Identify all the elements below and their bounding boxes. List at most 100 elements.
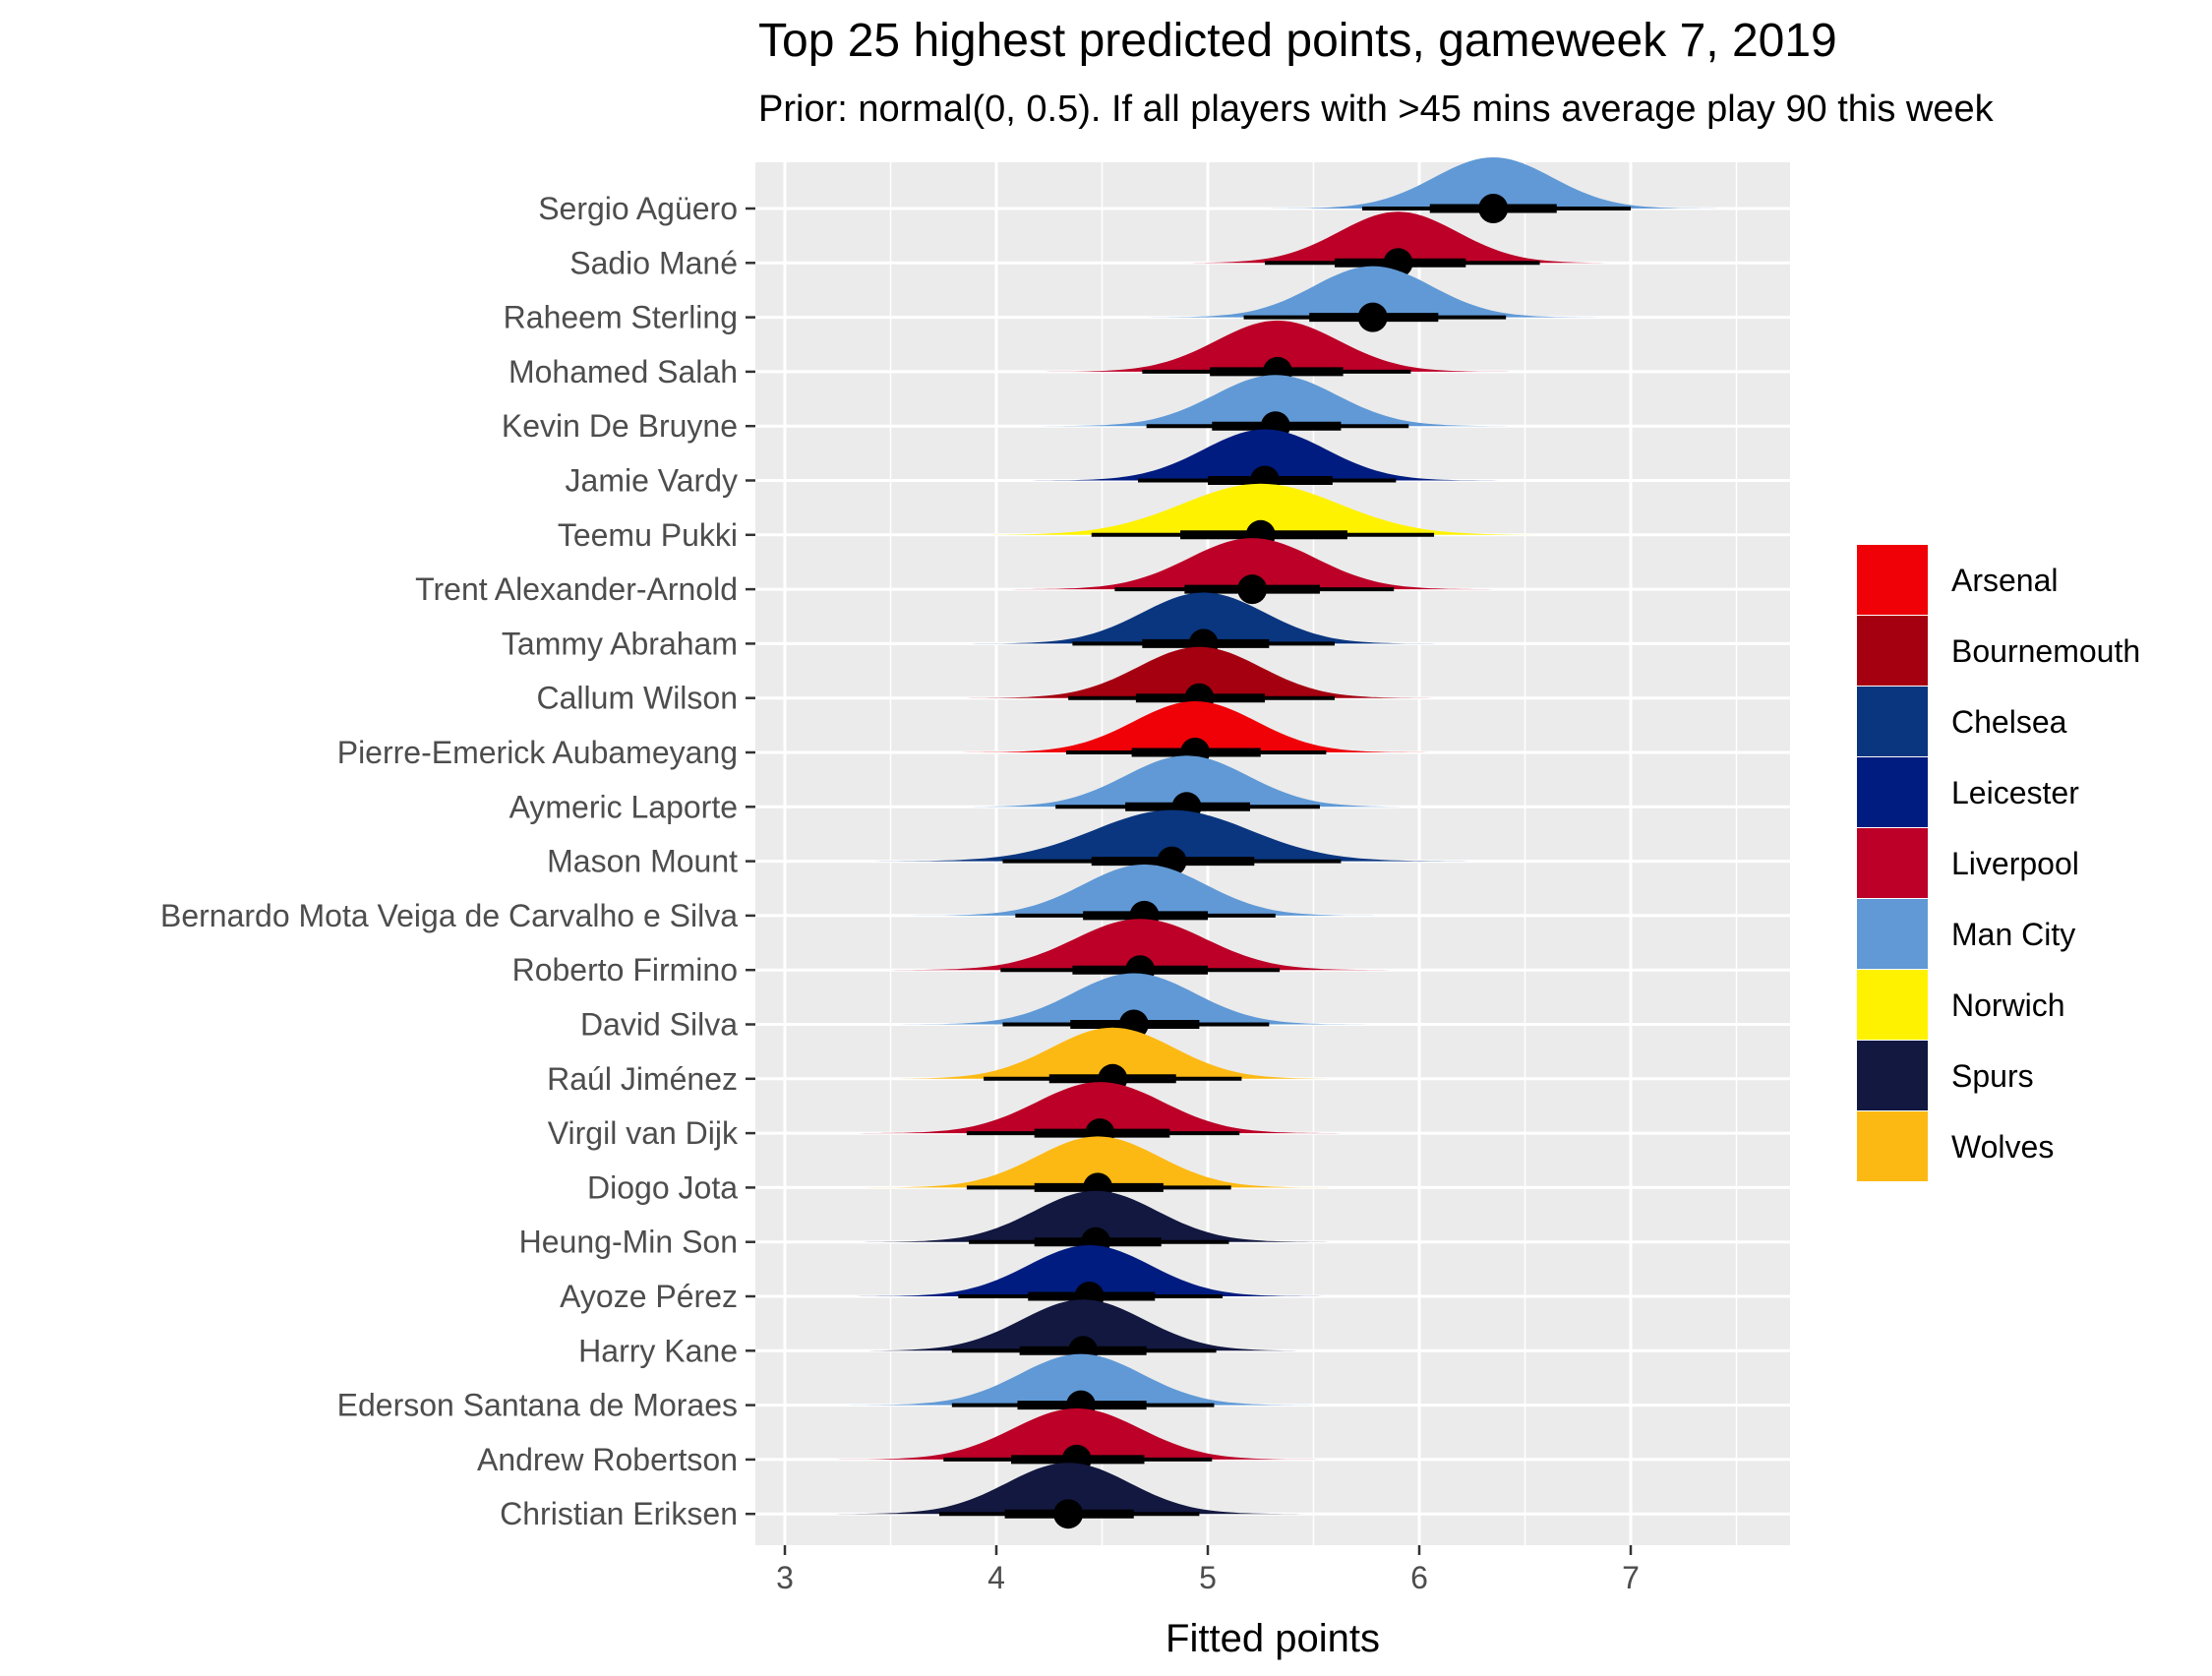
y-tick-label: Virgil van Dijk bbox=[548, 1115, 739, 1151]
median-point bbox=[1478, 194, 1509, 223]
y-tick-label: Sadio Mané bbox=[569, 245, 738, 280]
density-slab bbox=[835, 1353, 1327, 1406]
legend-label: Wolves bbox=[1951, 1129, 2054, 1165]
chart-title: Top 25 highest predicted points, gamewee… bbox=[758, 15, 1837, 67]
density-slab bbox=[852, 1136, 1344, 1188]
density-slab bbox=[1135, 266, 1610, 318]
player-eye bbox=[899, 864, 1390, 930]
density-slab bbox=[1161, 211, 1636, 264]
legend-swatch bbox=[1857, 616, 1928, 686]
y-tick-label: Christian Eriksen bbox=[500, 1496, 738, 1531]
y-tick-label: Jamie Vardy bbox=[566, 463, 738, 499]
legend-swatch bbox=[1857, 757, 1928, 827]
legend-item: Bournemouth bbox=[1857, 616, 2140, 686]
density-slab bbox=[941, 755, 1432, 808]
legend-item: Arsenal bbox=[1857, 545, 2059, 615]
density-slab bbox=[954, 646, 1445, 698]
y-tick-label: Heung-Min Son bbox=[519, 1225, 738, 1260]
legend-label: Man City bbox=[1951, 917, 2075, 952]
x-tick-label: 4 bbox=[987, 1560, 1005, 1595]
player-eye bbox=[1256, 157, 1730, 223]
y-tick-label: David Silva bbox=[580, 1007, 738, 1043]
legend-label: Liverpool bbox=[1951, 846, 2079, 881]
distribution-layer bbox=[822, 157, 1730, 1529]
y-tick-label: Aymeric Laporte bbox=[509, 789, 738, 824]
legend-swatch bbox=[1857, 899, 1928, 969]
player-eye bbox=[835, 1353, 1327, 1420]
y-tick-label: Mohamed Salah bbox=[508, 354, 738, 389]
y-tick-label: Trent Alexander-Arnold bbox=[415, 571, 738, 607]
y-tick-label: Diogo Jota bbox=[587, 1169, 738, 1205]
player-eye bbox=[1135, 266, 1610, 332]
x-tick-label: 5 bbox=[1199, 1560, 1217, 1595]
legend-swatch bbox=[1857, 687, 1928, 756]
legend-label: Bournemouth bbox=[1951, 633, 2140, 669]
y-tick-label: Andrew Robertson bbox=[477, 1442, 738, 1477]
y-tick-label: Harry Kane bbox=[578, 1333, 738, 1368]
y-tick-label: Mason Mount bbox=[547, 844, 738, 879]
y-tick-label: Bernardo Mota Veiga de Carvalho e Silva bbox=[160, 898, 738, 933]
legend-swatch bbox=[1857, 970, 1928, 1040]
y-tick-label: Raheem Sterling bbox=[504, 300, 738, 335]
density-slab bbox=[888, 973, 1380, 1025]
y-tick-label: Pierre-Emerick Aubameyang bbox=[337, 735, 738, 770]
density-slab bbox=[998, 538, 1507, 590]
y-tick-label: Raúl Jiménez bbox=[547, 1061, 738, 1097]
median-point bbox=[1357, 302, 1388, 332]
legend-label: Arsenal bbox=[1951, 563, 2059, 598]
legend-item: Man City bbox=[1857, 899, 2075, 969]
y-tick-label: Roberto Firmino bbox=[512, 952, 738, 988]
y-tick-label: Kevin De Bruyne bbox=[502, 408, 738, 444]
legend-label: Norwich bbox=[1951, 988, 2065, 1023]
legend-item: Chelsea bbox=[1857, 687, 2067, 756]
legend: Arsenal Bournemouth Chelsea Leicester Liverp… bbox=[1857, 545, 2140, 1181]
x-axis-title: Fitted points bbox=[1166, 1617, 1380, 1660]
density-slab bbox=[867, 1027, 1358, 1079]
legend-item: Leicester bbox=[1857, 757, 2079, 827]
player-eye bbox=[1019, 429, 1511, 496]
y-tick-label: Callum Wilson bbox=[537, 681, 738, 716]
legend-item: Wolves bbox=[1857, 1111, 2054, 1181]
y-tick-label: Ayoze Pérez bbox=[560, 1279, 738, 1314]
legend-item: Liverpool bbox=[1857, 828, 2079, 898]
density-slab bbox=[1030, 375, 1522, 427]
legend-label: Leicester bbox=[1951, 775, 2079, 810]
player-eye bbox=[998, 538, 1507, 605]
player-eye bbox=[822, 1463, 1314, 1529]
density-slab bbox=[949, 701, 1441, 752]
density-slab bbox=[1256, 157, 1730, 209]
density-slab bbox=[837, 1299, 1329, 1351]
density-slab bbox=[947, 483, 1574, 535]
legend-label: Chelsea bbox=[1951, 704, 2067, 740]
y-tick-label: Tammy Abraham bbox=[502, 626, 738, 661]
density-slab bbox=[822, 1463, 1314, 1515]
legend-swatch bbox=[1857, 1041, 1928, 1110]
legend-label: Spurs bbox=[1951, 1058, 2034, 1094]
median-point bbox=[1053, 1499, 1084, 1529]
legend-item: Norwich bbox=[1857, 970, 2065, 1040]
density-slab bbox=[899, 864, 1390, 916]
legend-swatch bbox=[1857, 545, 1928, 615]
y-tick-label: Sergio Agüero bbox=[538, 191, 738, 226]
x-tick-label: 3 bbox=[776, 1560, 794, 1595]
chart-subtitle: Prior: normal(0, 0.5). If all players wi… bbox=[758, 89, 1994, 130]
density-slab bbox=[1032, 320, 1524, 372]
x-tick-label: 6 bbox=[1410, 1560, 1428, 1595]
legend-item: Spurs bbox=[1857, 1041, 2034, 1110]
density-slab bbox=[958, 592, 1450, 644]
x-axis: 3 4 5 6 7 Fitted points bbox=[776, 1545, 1640, 1660]
density-slab bbox=[844, 1245, 1335, 1296]
density-slab bbox=[846, 1082, 1354, 1134]
density-slab bbox=[877, 919, 1403, 971]
median-point bbox=[1237, 574, 1268, 605]
y-tick-label: Teemu Pukki bbox=[558, 517, 738, 553]
density-slab bbox=[859, 809, 1485, 862]
legend-swatch bbox=[1857, 1111, 1928, 1181]
y-axis: Sergio Agüero Sadio Mané Raheem Sterling Mo… bbox=[160, 191, 755, 1531]
density-slab bbox=[1019, 429, 1511, 481]
y-tick-label: Ederson Santana de Moraes bbox=[337, 1388, 738, 1423]
x-tick-label: 7 bbox=[1622, 1560, 1640, 1595]
density-slab bbox=[850, 1190, 1342, 1242]
density-slab bbox=[822, 1407, 1331, 1460]
